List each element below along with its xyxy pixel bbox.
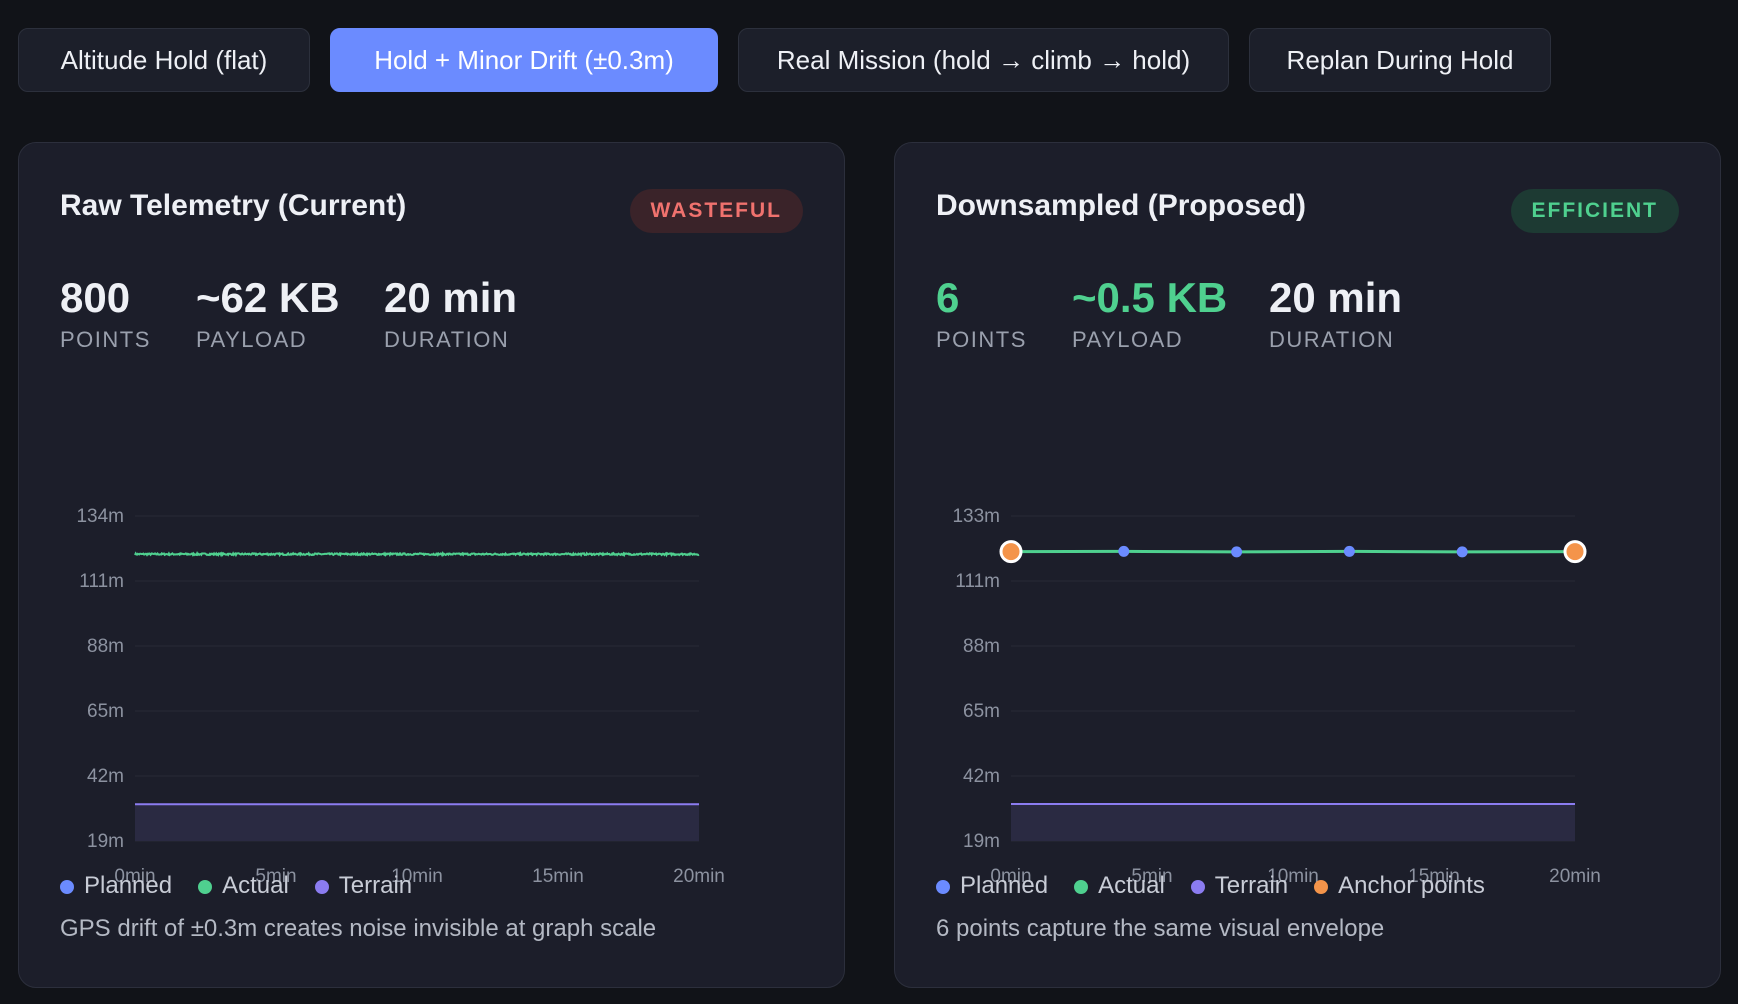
legend-dot-icon bbox=[1314, 880, 1329, 894]
legend-item-terrain: Terrain bbox=[1190, 871, 1289, 901]
panel-caption: 6 points capture the same visual envelop… bbox=[936, 915, 1385, 942]
x-tick-label: 0min bbox=[114, 866, 155, 887]
stat-value: 6 bbox=[936, 274, 960, 321]
stat-label: DURATION bbox=[1269, 327, 1395, 352]
stat-payload: ~0.5 KB PAYLOAD bbox=[1072, 273, 1227, 353]
x-tick-label: 10min bbox=[391, 866, 443, 887]
stat-label: DURATION bbox=[384, 327, 510, 352]
legend-item-actual: Actual bbox=[198, 871, 289, 901]
chart-legend: Planned Actual Terrain bbox=[60, 871, 438, 901]
tab-altitude-hold[interactable]: Altitude Hold (flat) bbox=[18, 28, 310, 92]
x-tick-label: 15min bbox=[532, 866, 584, 887]
stat-duration: 20 min DURATION bbox=[1269, 273, 1402, 353]
stat-label: POINTS bbox=[936, 327, 1027, 352]
legend-label: Terrain bbox=[338, 872, 413, 899]
legend-label: Anchor points bbox=[1338, 872, 1485, 899]
y-tick-label: 65m bbox=[87, 701, 124, 722]
stat-label: PAYLOAD bbox=[1072, 327, 1184, 352]
y-tick-label: 88m bbox=[87, 636, 124, 657]
legend-item-planned: Planned bbox=[60, 871, 172, 901]
terrain-area bbox=[135, 804, 699, 841]
stat-label: PAYLOAD bbox=[196, 327, 308, 352]
legend-dot-icon bbox=[60, 880, 74, 894]
tab-real-mission[interactable]: Real Mission (hold → climb → hold) bbox=[738, 28, 1229, 92]
anchor-point bbox=[1563, 540, 1587, 564]
downsampled-chart: 133m 111m 88m 65m 42m 19m 0min 5min 10min 15min 20… bbox=[952, 506, 1601, 887]
legend-label: Actual bbox=[1098, 872, 1165, 899]
stat-points: 800 POINTS bbox=[60, 273, 151, 353]
legend-dot-icon bbox=[936, 880, 950, 894]
chart-legend: Planned Actual Terrain Anchor points bbox=[936, 871, 1511, 901]
stat-value: 20 min bbox=[384, 274, 518, 321]
stat-duration: 20 min DURATION bbox=[384, 273, 517, 353]
raw-telemetry-chart: 134m 111m 88m 65m 42m 19m 0min 5min 10min 15min 20… bbox=[76, 506, 725, 887]
planned-point bbox=[1343, 545, 1355, 557]
panel-title: Raw Telemetry (Current) bbox=[60, 189, 407, 222]
stat-points: 6 POINTS bbox=[936, 273, 1027, 353]
legend-label: Actual bbox=[222, 872, 289, 899]
legend-dot-icon bbox=[198, 880, 213, 894]
planned-point bbox=[1456, 546, 1468, 558]
tab-hold-minor-drift[interactable]: Hold + Minor Drift (±0.3m) bbox=[330, 28, 718, 92]
y-tick-label: 42m bbox=[963, 766, 1000, 787]
wasteful-badge: WASTEFUL bbox=[629, 189, 803, 233]
planned-point bbox=[1231, 546, 1243, 558]
x-tick-label: 20min bbox=[1549, 866, 1601, 887]
stat-label: POINTS bbox=[60, 327, 151, 352]
legend-dot-icon bbox=[1074, 880, 1089, 894]
x-tick-label: 5min bbox=[255, 866, 296, 887]
stat-value: 800 bbox=[60, 274, 131, 321]
tab-replan-during-hold[interactable]: Replan During Hold bbox=[1249, 28, 1551, 92]
y-tick-label: 19m bbox=[87, 831, 124, 852]
legend-item-anchor-points: Anchor points bbox=[1314, 871, 1485, 901]
legend-label: Planned bbox=[960, 872, 1049, 899]
y-tick-label: 111m bbox=[955, 571, 1000, 592]
legend-dot-icon bbox=[314, 880, 329, 894]
panel-caption: GPS drift of ±0.3m creates noise invisib… bbox=[60, 915, 657, 942]
y-tick-label: 88m bbox=[963, 636, 1000, 657]
legend-dot-icon bbox=[1190, 880, 1205, 894]
planned-point bbox=[1118, 545, 1130, 557]
actual-series-line bbox=[1010, 549, 1576, 554]
stat-value: ~0.5 KB bbox=[1072, 274, 1228, 321]
x-tick-label: 5min bbox=[1131, 866, 1172, 887]
y-tick-label: 65m bbox=[963, 701, 1000, 722]
y-tick-label: 19m bbox=[963, 831, 1000, 852]
x-tick-label: 0min bbox=[990, 866, 1031, 887]
y-tick-label: 134m bbox=[76, 506, 124, 527]
x-tick-label: 10min bbox=[1267, 866, 1319, 887]
stat-payload: ~62 KB PAYLOAD bbox=[196, 273, 340, 353]
x-tick-label: 20min bbox=[673, 866, 725, 887]
y-tick-label: 133m bbox=[952, 506, 1000, 527]
legend-item-actual: Actual bbox=[1074, 871, 1165, 901]
y-tick-label: 42m bbox=[87, 766, 124, 787]
legend-label: Planned bbox=[84, 872, 173, 899]
y-tick-label: 111m bbox=[79, 571, 124, 592]
legend-item-terrain: Terrain bbox=[314, 871, 413, 901]
actual-series-line bbox=[134, 550, 700, 558]
legend-label: Terrain bbox=[1214, 872, 1289, 899]
panel-title: Downsampled (Proposed) bbox=[936, 189, 1307, 222]
raw-telemetry-panel: Raw Telemetry (Current) WASTEFUL 800 POI… bbox=[18, 142, 845, 988]
anchor-point bbox=[999, 540, 1023, 564]
x-tick-label: 15min bbox=[1408, 866, 1460, 887]
efficient-badge: EFFICIENT bbox=[1510, 189, 1679, 233]
terrain-area bbox=[1011, 803, 1575, 841]
downsampled-panel: Downsampled (Proposed) EFFICIENT 6 POINT… bbox=[894, 142, 1721, 988]
legend-item-planned: Planned bbox=[936, 871, 1048, 901]
stat-value: ~62 KB bbox=[196, 274, 340, 321]
stat-value: 20 min bbox=[1269, 274, 1403, 321]
